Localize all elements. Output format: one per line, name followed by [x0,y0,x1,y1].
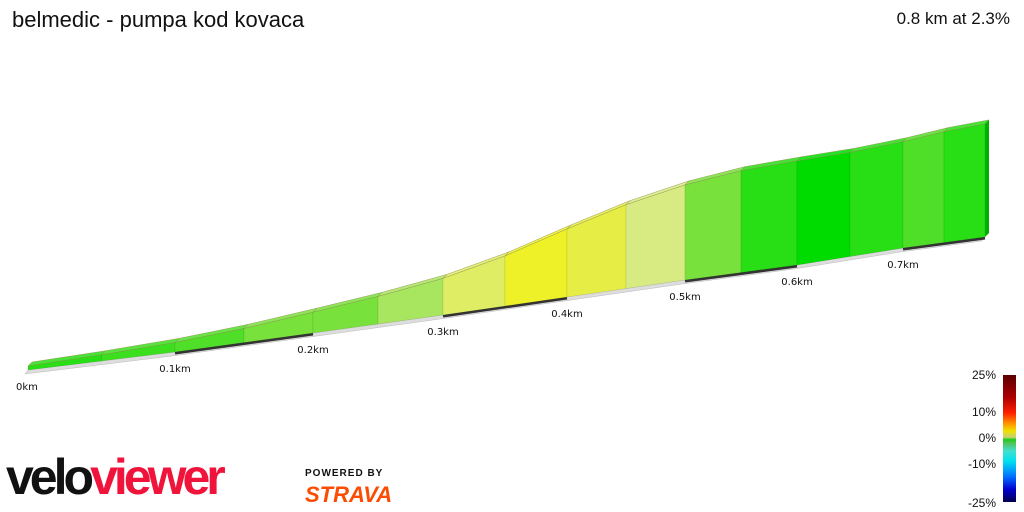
profile-end-face [985,119,989,237]
x-tick-label: 0.3km [427,327,458,338]
grade-segment [849,141,904,257]
x-tick-label: 0.1km [159,364,190,375]
powered-by-label: POWERED BY [305,468,384,479]
grade-segment [796,152,851,266]
km-band [902,236,986,251]
veloviewer-logo: veloviewer [6,449,226,505]
grade-color-bar [1003,375,1016,502]
x-tick-label: 0.2km [297,345,328,356]
legend-label: 10% [971,405,996,419]
km-band [684,264,798,283]
x-tick-label: 0.6km [781,277,812,288]
segment-summary: 0.8 km at 2.3% [896,9,1010,28]
x-tick-label: 0.5km [669,292,700,303]
grade-segment [566,204,627,298]
legend-label: 0% [978,431,996,445]
x-tick-label: 0.4km [551,309,582,320]
x-tick-label: 0km [16,382,38,393]
km-band [174,332,314,355]
strava-logo: STRAVA [305,482,393,507]
x-tick-label: 0.7km [887,260,918,271]
legend-label: -10% [967,457,996,471]
legend-label: -25% [967,496,996,510]
segment-title: belmedic - pumpa kod kovaca [12,7,305,32]
legend-label: 25% [971,368,996,382]
grade-segment [740,160,798,273]
grade-segment [684,170,742,281]
km-band [442,296,568,318]
grade-segment [943,123,986,243]
grade-segment [902,131,945,249]
